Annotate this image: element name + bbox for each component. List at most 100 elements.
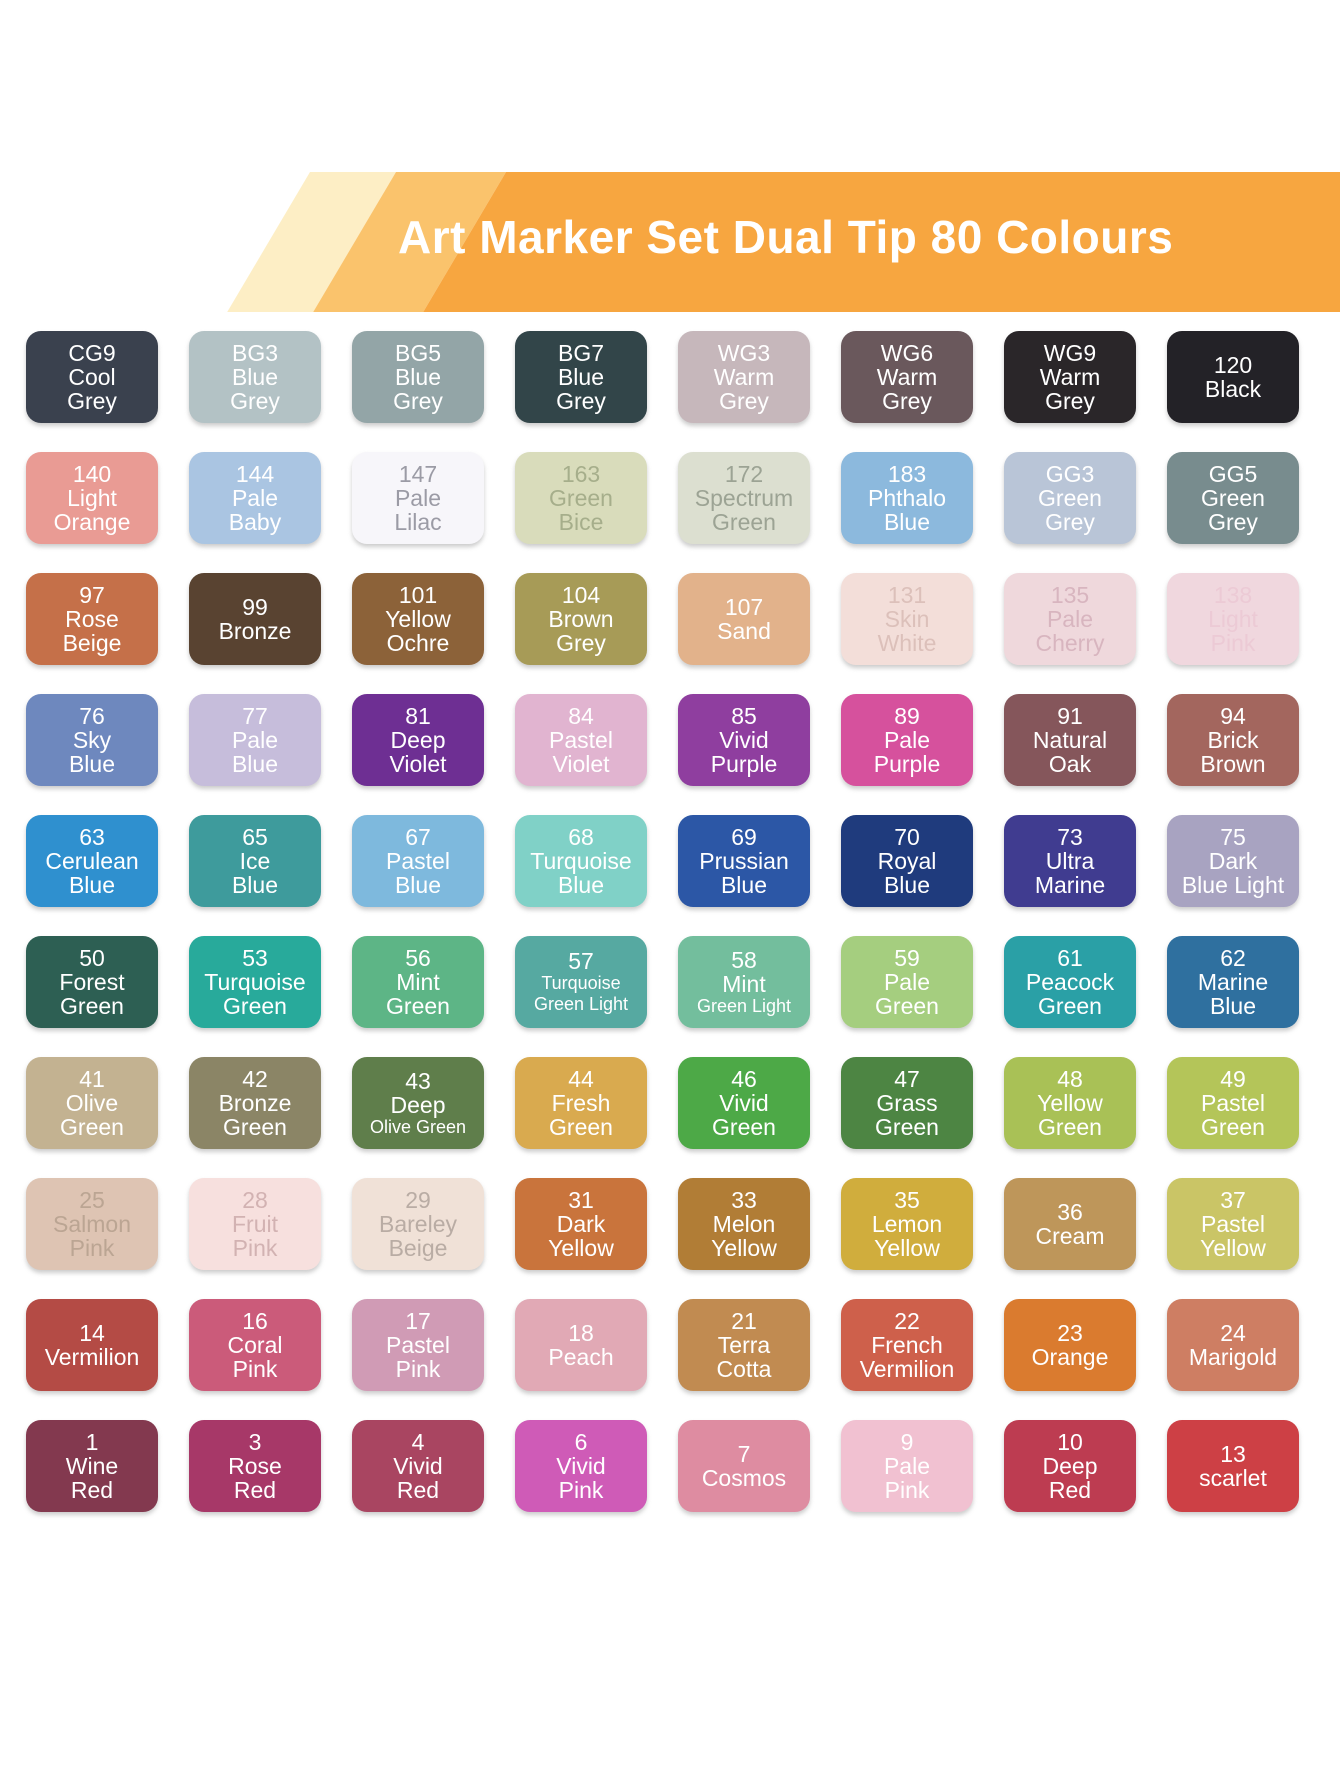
swatch-label-line: Blue <box>394 872 442 898</box>
swatch-GG5: GG5 Green Grey <box>1167 452 1299 544</box>
swatch-label-line: Vivid <box>393 1453 443 1479</box>
swatch-label-line: 41 <box>79 1066 105 1092</box>
swatch-label-line: Olive <box>65 1090 119 1116</box>
swatch-label-line: CG9 <box>68 340 116 366</box>
swatch-label-line: 163 <box>561 461 601 487</box>
swatch-label-line: GG5 <box>1208 461 1258 487</box>
swatch-label-line: 16 <box>242 1308 268 1334</box>
swatch-label-line: Grey <box>1045 509 1095 535</box>
swatch-label-line: Vermilion <box>44 1344 140 1370</box>
swatch-48: 48 Yellow Green <box>1004 1057 1136 1149</box>
swatch-label-line: Green <box>223 1114 287 1140</box>
swatch-label-line: Green <box>875 993 939 1019</box>
swatch-label-line: Phthalo <box>867 485 946 511</box>
swatch-label-line: Violet <box>552 751 610 777</box>
swatch-label-line: 44 <box>568 1066 594 1092</box>
swatch-label-line: Green <box>1038 1114 1102 1140</box>
swatch-label-line: Red <box>233 1477 277 1503</box>
swatch-183: 183 Phthalo Blue <box>841 452 973 544</box>
swatch-label-line: 101 <box>398 582 438 608</box>
swatch-label-line: 14 <box>79 1320 105 1346</box>
swatch-label-line: 67 <box>405 824 431 850</box>
swatch-label-line: Baby <box>228 509 282 535</box>
swatch-53: 53 Turquoise Green <box>189 936 321 1028</box>
swatch-label-line: Grey <box>556 630 606 656</box>
color-swatch-grid: CG9 Cool Grey BG3 Blue Grey BG5 Blue Grey BG7 Blue… <box>26 331 1299 1512</box>
swatch-label-line: Yellow <box>1200 1235 1266 1261</box>
swatch-69: 69 Prussian Blue <box>678 815 810 907</box>
swatch-label-line: Cherry <box>1035 630 1105 656</box>
swatch-label-line: 7 <box>737 1441 751 1467</box>
swatch-label-line: BG3 <box>231 340 279 366</box>
swatch-label-line: 99 <box>242 594 268 620</box>
swatch-label-line: Beige <box>62 630 122 656</box>
swatch-label-line: Sky <box>72 727 112 753</box>
swatch-label-line: 42 <box>242 1066 268 1092</box>
swatch-label-line: Blue <box>231 872 279 898</box>
swatch-70: 70 Royal Blue <box>841 815 973 907</box>
swatch-label-line: Green <box>712 1114 776 1140</box>
swatch-63: 63 Cerulean Blue <box>26 815 158 907</box>
swatch-label-line: Marigold <box>1188 1344 1278 1370</box>
swatch-label-line: 17 <box>405 1308 431 1334</box>
swatch-label-line: 73 <box>1057 824 1083 850</box>
swatch-label-line: 49 <box>1220 1066 1246 1092</box>
swatch-WG6: WG6 Warm Grey <box>841 331 973 423</box>
swatch-label-line: Fruit <box>232 1211 278 1237</box>
swatch-label-line: Pastel <box>1201 1211 1265 1237</box>
swatch-label-line: Warm <box>713 364 775 390</box>
swatch-label-line: Deep <box>390 1091 446 1118</box>
swatch-label-line: Vivid <box>719 727 769 753</box>
swatch-label-line: Grey <box>67 388 117 414</box>
swatch-label-line: Cerulean <box>45 848 139 874</box>
swatch-104: 104 Brown Grey <box>515 573 647 665</box>
swatch-label-line: Melon <box>712 1211 776 1237</box>
swatch-label-line: Green <box>712 509 776 535</box>
swatch-85: 85 Vivid Purple <box>678 694 810 786</box>
swatch-label-line: Coral <box>227 1332 283 1358</box>
swatch-17: 17 Pastel Pink <box>352 1299 484 1391</box>
swatch-label-line: 76 <box>79 703 105 729</box>
swatch-59: 59 Pale Green <box>841 936 973 1028</box>
swatch-label-line: French <box>871 1332 943 1358</box>
swatch-31: 31 Dark Yellow <box>515 1178 647 1270</box>
swatch-1: 1 Wine Red <box>26 1420 158 1512</box>
swatch-label-line: 1 <box>85 1429 99 1455</box>
swatch-label-line: WG9 <box>1043 340 1097 366</box>
swatch-label-line: Deep <box>1042 1453 1098 1479</box>
swatch-label-line: Blue <box>883 509 931 535</box>
swatch-label-line: Yellow <box>874 1235 940 1261</box>
swatch-label-line: Grey <box>719 388 769 414</box>
swatch-label-line: Marine <box>1197 969 1269 995</box>
swatch-label-line: BG5 <box>394 340 442 366</box>
swatch-label-line: Grey <box>882 388 932 414</box>
swatch-65: 65 Ice Blue <box>189 815 321 907</box>
swatch-43: 43 Deep Olive Green <box>352 1057 484 1149</box>
swatch-label-line: 9 <box>900 1429 914 1455</box>
swatch-label-line: 57 <box>568 948 594 974</box>
swatch-label-line: 138 <box>1213 582 1253 608</box>
swatch-label-line: Grey <box>1045 388 1095 414</box>
swatch-36: 36 Cream <box>1004 1178 1136 1270</box>
swatch-33: 33 Melon Yellow <box>678 1178 810 1270</box>
swatch-label-line: 59 <box>894 945 920 971</box>
swatch-label-line: 91 <box>1057 703 1083 729</box>
swatch-label-line: Dark <box>556 1211 606 1237</box>
swatch-label-line: Blue <box>231 364 279 390</box>
swatch-label-line: 23 <box>1057 1320 1083 1346</box>
swatch-73: 73 Ultra Marine <box>1004 815 1136 907</box>
swatch-16: 16 Coral Pink <box>189 1299 321 1391</box>
swatch-107: 107 Sand <box>678 573 810 665</box>
swatch-label-line: Red <box>70 1477 114 1503</box>
swatch-68: 68 Turquoise Blue <box>515 815 647 907</box>
swatch-label-line: Blue <box>1209 993 1257 1019</box>
swatch-label-line: scarlet <box>1199 1465 1267 1491</box>
swatch-147: 147 Pale Lilac <box>352 452 484 544</box>
swatch-label-line: Pink <box>1210 630 1256 656</box>
swatch-29: 29 Bareley Beige <box>352 1178 484 1270</box>
swatch-label-line: 62 <box>1220 945 1246 971</box>
swatch-label-line: Green <box>60 993 124 1019</box>
swatch-25: 25 Salmon Pink <box>26 1178 158 1270</box>
swatch-label-line: WG6 <box>880 340 934 366</box>
swatch-label-line: Lemon <box>871 1211 943 1237</box>
